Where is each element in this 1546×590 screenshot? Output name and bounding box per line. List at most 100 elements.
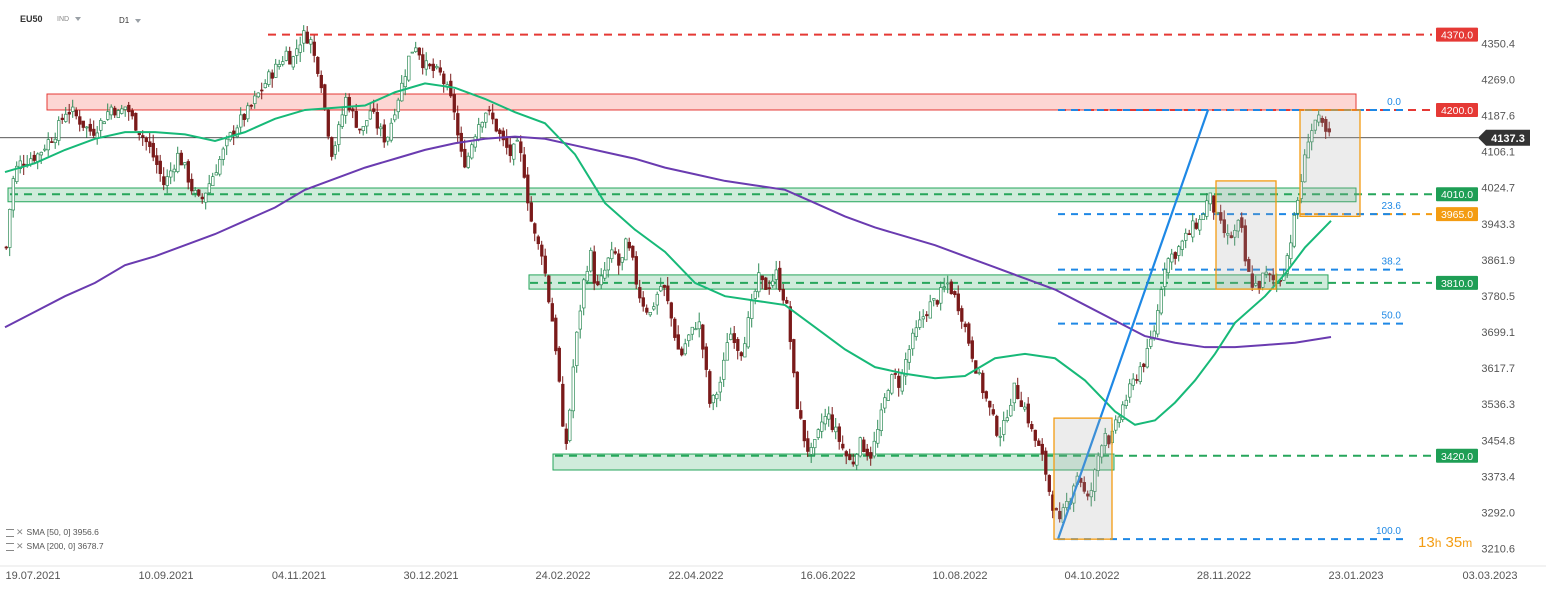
candle-body bbox=[130, 110, 134, 117]
level-tag bbox=[1436, 102, 1478, 117]
candle-body bbox=[1243, 225, 1247, 262]
candle-body bbox=[725, 342, 729, 361]
candle-body bbox=[438, 67, 442, 73]
level-tag-label: 4370.0 bbox=[1441, 30, 1473, 42]
candle-body bbox=[676, 334, 680, 350]
candle-body bbox=[1229, 235, 1233, 239]
candle-body bbox=[974, 360, 978, 374]
candle-body bbox=[809, 447, 813, 455]
candle-body bbox=[977, 372, 981, 374]
candle-body bbox=[617, 253, 621, 266]
candle-body bbox=[1173, 252, 1177, 259]
candle-body bbox=[876, 429, 880, 444]
candle-body bbox=[417, 47, 421, 56]
level-tag-label: 3965.0 bbox=[1441, 209, 1473, 221]
candle-body bbox=[963, 323, 967, 328]
candle-body bbox=[771, 280, 775, 286]
candle-body bbox=[382, 124, 386, 143]
candle-body bbox=[46, 139, 50, 151]
candle-body bbox=[368, 110, 372, 120]
candle-body bbox=[1212, 195, 1216, 213]
candle-body bbox=[316, 56, 320, 74]
candle-body bbox=[162, 176, 166, 186]
y-tick-label: 3210.6 bbox=[1481, 544, 1515, 556]
candle-body bbox=[1002, 420, 1006, 435]
candle-body bbox=[648, 311, 652, 316]
chevron-down-icon bbox=[75, 17, 82, 22]
candle-body bbox=[288, 50, 292, 65]
candle-body bbox=[494, 118, 498, 132]
settings-icon[interactable] bbox=[6, 542, 14, 551]
y-tick-label: 4269.0 bbox=[1481, 74, 1515, 86]
candle-body bbox=[1159, 289, 1163, 314]
candle-body bbox=[893, 373, 897, 375]
candle-body bbox=[578, 310, 582, 330]
candle-body bbox=[540, 244, 544, 257]
candle-body bbox=[949, 281, 953, 295]
candle-body bbox=[1047, 475, 1051, 492]
candle-body bbox=[641, 297, 645, 307]
candle-body bbox=[1009, 404, 1013, 417]
candle-body bbox=[81, 120, 85, 128]
candle-body bbox=[774, 269, 778, 280]
x-tick-label: 10.08.2022 bbox=[932, 570, 987, 582]
candle-body bbox=[214, 172, 218, 176]
settings-icon[interactable] bbox=[6, 528, 14, 537]
symbol-selector[interactable]: EU50 bbox=[20, 14, 43, 24]
candle-body bbox=[1296, 200, 1300, 214]
candle-body bbox=[1089, 490, 1093, 498]
candle-body bbox=[1142, 363, 1146, 367]
candle-body bbox=[1317, 114, 1321, 123]
candle-body bbox=[1040, 443, 1044, 455]
legend-sma200-label: SMA [200, 0] bbox=[26, 541, 76, 551]
candle-body bbox=[508, 144, 512, 157]
instrument-type-selector[interactable]: IND bbox=[57, 16, 82, 23]
candle-body bbox=[522, 154, 526, 178]
candle-body bbox=[711, 394, 715, 404]
x-tick-label: 16.06.2022 bbox=[800, 570, 855, 582]
fibonacci-level-label: 50.0 bbox=[1382, 311, 1402, 322]
chevron-down-icon bbox=[135, 18, 142, 23]
candle-body bbox=[529, 202, 533, 222]
candle-body bbox=[1236, 219, 1240, 232]
candle-body bbox=[442, 73, 446, 85]
candle-body bbox=[1233, 230, 1237, 238]
candle-body bbox=[554, 317, 558, 352]
candle-body bbox=[361, 126, 365, 131]
candle-body bbox=[547, 275, 551, 303]
candle-body bbox=[15, 165, 19, 182]
candle-body bbox=[1313, 119, 1317, 131]
candles-layer bbox=[4, 25, 1331, 526]
candle-body bbox=[687, 334, 691, 342]
candle-body bbox=[659, 286, 663, 292]
interval-selector[interactable]: D1 bbox=[119, 16, 142, 25]
candle-body bbox=[960, 308, 964, 322]
candle-body bbox=[211, 176, 215, 187]
candle-body bbox=[862, 439, 866, 452]
candle-body bbox=[1219, 212, 1223, 221]
candle-body bbox=[851, 461, 855, 465]
candle-body bbox=[722, 359, 726, 380]
candle-body bbox=[120, 108, 124, 114]
candle-body bbox=[1191, 220, 1195, 238]
candle-body bbox=[204, 192, 208, 203]
candle-body bbox=[379, 126, 383, 130]
candle-body bbox=[599, 275, 603, 286]
candle-body bbox=[463, 148, 467, 168]
candle-body bbox=[519, 141, 523, 154]
close-icon[interactable]: ✕ bbox=[16, 541, 24, 551]
candle-body bbox=[946, 282, 950, 285]
candle-body bbox=[466, 155, 470, 168]
candle-body bbox=[858, 437, 862, 457]
candle-body bbox=[270, 72, 274, 79]
candle-body bbox=[1208, 192, 1212, 205]
candle-body bbox=[1103, 432, 1107, 446]
close-icon[interactable]: ✕ bbox=[16, 527, 24, 537]
candle-body bbox=[764, 277, 768, 290]
candle-body bbox=[732, 333, 736, 344]
candle-body bbox=[799, 410, 803, 419]
candle-body bbox=[102, 121, 106, 125]
candle-body bbox=[295, 48, 299, 56]
candle-body bbox=[1306, 141, 1310, 159]
